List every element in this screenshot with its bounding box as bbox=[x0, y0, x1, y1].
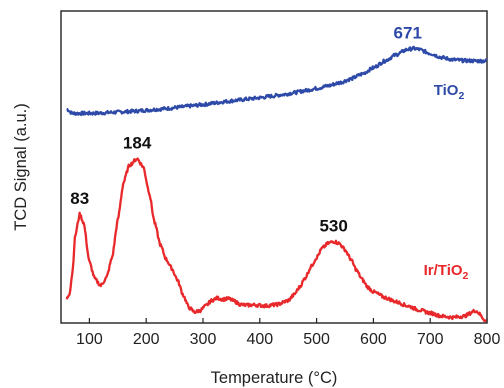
series-label-1: Ir/TiO2 bbox=[424, 262, 469, 282]
plot-frame bbox=[60, 10, 488, 324]
peak-label-184: 184 bbox=[123, 134, 152, 153]
y-axis-title: TCD Signal (a.u.) bbox=[12, 103, 30, 230]
x-tick-label-700: 700 bbox=[417, 331, 444, 348]
x-tick-label-600: 600 bbox=[360, 331, 387, 348]
x-tick-label-200: 200 bbox=[133, 331, 160, 348]
x-tick-label-500: 500 bbox=[303, 331, 330, 348]
x-tick-label-400: 400 bbox=[246, 331, 273, 348]
series-line-1 bbox=[65, 157, 488, 323]
series-labels: TiO2 Ir/TiO2 bbox=[424, 82, 469, 282]
x-axis-title: Temperature (°C) bbox=[211, 369, 338, 387]
series-label-0: TiO2 bbox=[434, 82, 465, 102]
peak-annotations: 671 83 184 530 bbox=[70, 23, 422, 235]
series-layer bbox=[65, 45, 488, 323]
x-axis: 100 200 300 400 500 600 700 800 bbox=[76, 318, 500, 348]
peak-label-530: 530 bbox=[319, 216, 347, 235]
x-tick-label-100: 100 bbox=[76, 331, 103, 348]
x-tick-label-800: 800 bbox=[474, 331, 501, 348]
series-line-0 bbox=[66, 45, 488, 117]
x-tick-label-300: 300 bbox=[190, 331, 217, 348]
peak-label-83: 83 bbox=[70, 189, 89, 208]
peak-label-671: 671 bbox=[394, 23, 422, 42]
